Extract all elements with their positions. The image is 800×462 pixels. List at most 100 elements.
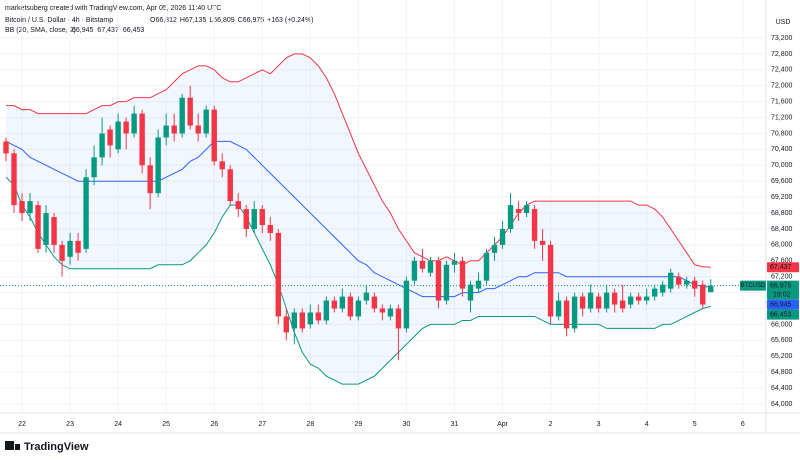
- candle-body: [83, 177, 89, 249]
- candle-body: [651, 288, 658, 297]
- symbol-label: BTCUSD: [741, 283, 766, 289]
- y-tick-label: 71,600: [771, 98, 793, 105]
- x-tick-label: 25: [162, 421, 170, 428]
- candle-body: [235, 201, 241, 210]
- candle-body: [483, 252, 490, 281]
- candle-body: [523, 205, 530, 214]
- candle-body: [531, 209, 538, 241]
- candle-body: [171, 125, 177, 134]
- candle-body: [27, 201, 33, 214]
- candle-body: [131, 113, 137, 134]
- y-tick-label: 70,800: [771, 130, 793, 137]
- candle-body: [676, 276, 682, 285]
- indicator-value: 66,945: [72, 27, 94, 34]
- candle-body: [315, 312, 322, 321]
- ohlc-value: 66,975: [243, 17, 265, 24]
- x-tick-label: 23: [66, 421, 74, 428]
- x-tick-label: 22: [18, 421, 26, 428]
- candle-body: [259, 209, 265, 225]
- y-tick-label: 67,600: [771, 258, 793, 265]
- y-tick-label: 70,000: [771, 162, 793, 169]
- indicator-value: 66,453: [123, 27, 145, 34]
- band-line: [5, 140, 711, 298]
- y-tick-label: 72,800: [771, 51, 793, 58]
- x-tick-label: 2: [549, 421, 553, 428]
- candle-body: [203, 109, 209, 134]
- ohlc-value: 67,135: [185, 17, 207, 24]
- candle-body: [579, 296, 586, 309]
- band-line: [6, 53, 711, 268]
- x-tick-label: 26: [210, 421, 218, 428]
- x-tick-label: 3: [597, 421, 601, 428]
- y-tick-label: 64,800: [771, 369, 793, 376]
- candle-body: [11, 153, 17, 206]
- y-tick-label: 69,600: [771, 178, 793, 185]
- candle-body: [91, 157, 97, 178]
- candle-body: [211, 109, 217, 162]
- y-tick-label: 65,600: [771, 337, 793, 344]
- candle-body: [563, 300, 570, 329]
- indicator: BB (20, SMA, close, 2): [5, 27, 76, 34]
- candle-body: [643, 296, 650, 301]
- candle-body: [227, 169, 233, 202]
- candle-body: [507, 205, 514, 229]
- candle-body: [267, 224, 273, 233]
- price-tag: [767, 280, 799, 300]
- candle-body: [611, 292, 618, 305]
- x-tick-label: Apr: [497, 421, 509, 428]
- candle-body: [179, 97, 185, 134]
- y-tick-label: 73,200: [771, 35, 793, 42]
- candle-body: [123, 121, 129, 134]
- candle-body: [419, 260, 426, 269]
- y-tick-label: 69,200: [771, 194, 793, 201]
- candle-body: [35, 205, 41, 249]
- candle-body: [195, 125, 201, 134]
- candle-body: [371, 296, 378, 309]
- candle-body: [595, 296, 602, 309]
- candle-body: [499, 228, 506, 245]
- candle-body: [243, 209, 249, 229]
- y-tick-label: 70,400: [771, 146, 793, 153]
- currency: USD: [776, 19, 791, 26]
- candle-body: [283, 316, 289, 333]
- candle-body: [187, 97, 193, 126]
- candle-body: [555, 300, 562, 317]
- candle-body: [347, 296, 354, 317]
- x-tick-label: 24: [114, 421, 122, 428]
- x-tick-label: 5: [693, 421, 697, 428]
- candle-body: [467, 284, 474, 301]
- candle-body: [67, 240, 73, 257]
- change: +163 (+0.24%): [267, 17, 313, 24]
- candle-body: [51, 217, 57, 245]
- candle-body: [307, 312, 314, 325]
- candle-body: [539, 240, 546, 245]
- ohlc-key: C: [238, 17, 243, 24]
- candle-body: [475, 280, 482, 289]
- candle-body: [339, 296, 346, 309]
- candle-body: [275, 232, 281, 317]
- candle-body: [115, 121, 121, 150]
- y-tick-label: 68,400: [771, 226, 793, 233]
- candle-body: [427, 260, 434, 273]
- candle-body: [708, 285, 714, 293]
- candle-body: [107, 129, 113, 146]
- x-tick-label: 27: [258, 421, 266, 428]
- price-tag: [767, 309, 799, 320]
- candle-body: [139, 113, 145, 166]
- symbol-tag: [740, 280, 766, 291]
- price-tag-label: 66,945: [770, 301, 792, 308]
- x-tick-label: 4: [645, 421, 649, 428]
- candle-body: [155, 137, 161, 194]
- ohlc-key: H: [180, 17, 185, 24]
- candle-body: [491, 244, 498, 253]
- y-tick-label: 72,000: [771, 83, 793, 90]
- candle-body: [219, 161, 225, 170]
- candle-body: [635, 296, 642, 301]
- candle-body: [387, 308, 394, 317]
- credit: marketsuberg created with TradingView.co…: [5, 5, 221, 12]
- candle-body: [435, 260, 442, 301]
- candle-body: [251, 209, 257, 229]
- y-tick-label: 65,200: [771, 353, 793, 360]
